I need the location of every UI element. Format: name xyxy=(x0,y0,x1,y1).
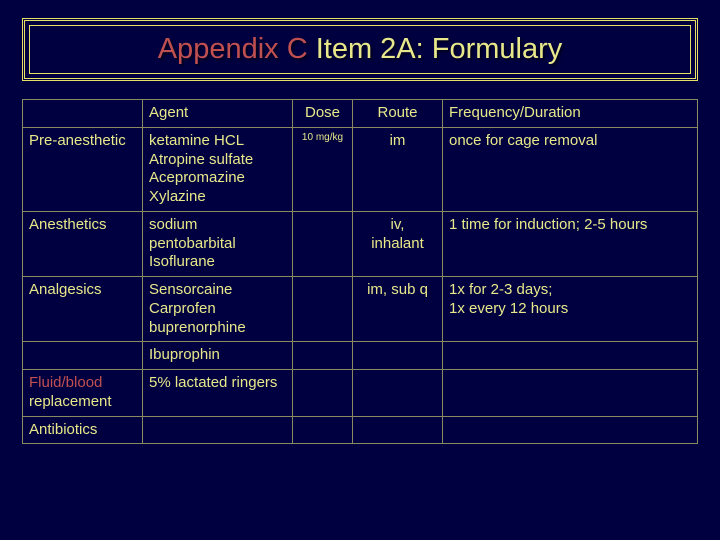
table-row: Ibuprophin xyxy=(23,342,698,370)
cell-freq xyxy=(443,416,698,444)
table-header-row: Agent Dose Route Frequency/Duration xyxy=(23,100,698,128)
formulary-table: Agent Dose Route Frequency/Duration Pre-… xyxy=(22,99,698,444)
cell-freq: 1 time for induction; 2-5 hours xyxy=(443,211,698,276)
header-empty xyxy=(23,100,143,128)
page-title: Appendix C Item 2A: Formulary xyxy=(33,33,687,66)
table-row: Pre-anesthetic ketamine HCLAtropine sulf… xyxy=(23,127,698,211)
cell-dose xyxy=(293,370,353,417)
cell-category: Analgesics xyxy=(23,277,143,342)
table-row: Anesthetics sodium pentobarbitalIsoflura… xyxy=(23,211,698,276)
cell-category: Pre-anesthetic xyxy=(23,127,143,211)
cell-category: Antibiotics xyxy=(23,416,143,444)
cell-freq xyxy=(443,342,698,370)
table-row: Analgesics SensorcaineCarprofenbuprenorp… xyxy=(23,277,698,342)
header-agent: Agent xyxy=(143,100,293,128)
header-dose: Dose xyxy=(293,100,353,128)
cell-agent: 5% lactated ringers xyxy=(143,370,293,417)
cell-dose: 10 mg/kg xyxy=(293,127,353,211)
cell-category: Anesthetics xyxy=(23,211,143,276)
cell-freq: once for cage removal xyxy=(443,127,698,211)
cell-dose xyxy=(293,342,353,370)
cell-route: im xyxy=(353,127,443,211)
cell-agent: sodium pentobarbitalIsoflurane xyxy=(143,211,293,276)
table-row: Fluid/blood replacement 5% lactated ring… xyxy=(23,370,698,417)
cell-dose xyxy=(293,416,353,444)
cell-agent: SensorcaineCarprofenbuprenorphine xyxy=(143,277,293,342)
header-route: Route xyxy=(353,100,443,128)
cell-route xyxy=(353,416,443,444)
category-red-part: Fluid/blood xyxy=(29,374,102,391)
slide: Appendix C Item 2A: Formulary Agent Dose… xyxy=(0,0,720,540)
cell-agent: ketamine HCLAtropine sulfateAcepromazine… xyxy=(143,127,293,211)
table-row: Antibiotics xyxy=(23,416,698,444)
cell-route xyxy=(353,370,443,417)
cell-route xyxy=(353,342,443,370)
title-part-rest: Item 2A: Formulary xyxy=(308,33,563,65)
cell-freq: 1x for 2-3 days;1x every 12 hours xyxy=(443,277,698,342)
cell-agent: Ibuprophin xyxy=(143,342,293,370)
cell-category: Fluid/blood replacement xyxy=(23,370,143,417)
cell-category xyxy=(23,342,143,370)
cell-route: iv,inhalant xyxy=(353,211,443,276)
cell-dose xyxy=(293,277,353,342)
cell-dose xyxy=(293,211,353,276)
cell-agent xyxy=(143,416,293,444)
category-plain-part: replacement xyxy=(29,393,112,410)
cell-freq xyxy=(443,370,698,417)
header-freq: Frequency/Duration xyxy=(443,100,698,128)
cell-route: im, sub q xyxy=(353,277,443,342)
title-part-red: Appendix C xyxy=(158,33,308,65)
title-box: Appendix C Item 2A: Formulary xyxy=(22,18,698,81)
